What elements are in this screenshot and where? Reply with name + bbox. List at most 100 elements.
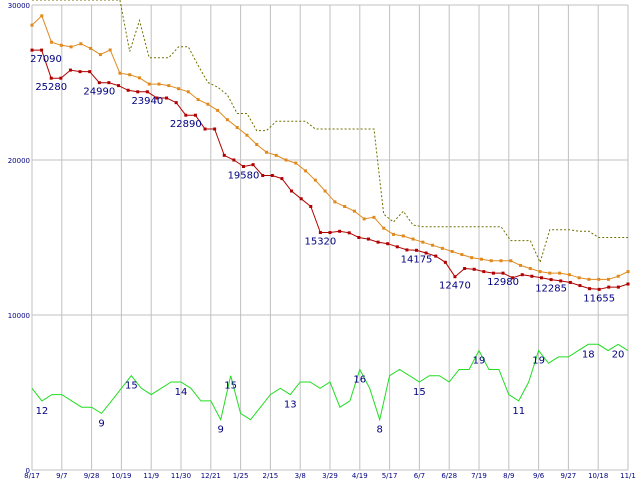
price-point — [299, 197, 303, 201]
volume-data-label: 13 — [284, 400, 297, 411]
average-point — [147, 82, 151, 86]
price-point — [241, 165, 245, 169]
average-point — [577, 276, 581, 280]
x-tick-label: 9/6 — [533, 472, 545, 480]
price-point — [434, 254, 438, 258]
price-point — [136, 90, 140, 94]
x-tick-label: 3/8 — [295, 472, 306, 480]
price-point — [174, 101, 178, 105]
price-data-label: 19580 — [228, 171, 260, 182]
price-point — [559, 279, 563, 283]
average-point — [245, 133, 249, 137]
volume-data-label: 19 — [532, 356, 545, 367]
series-lines — [30, 0, 630, 422]
price-point — [530, 274, 534, 278]
volume-data-label: 9 — [218, 425, 224, 436]
price-point — [97, 81, 101, 85]
average-point — [606, 277, 610, 281]
price-point — [49, 76, 53, 80]
price-point — [357, 236, 361, 239]
price-data-label: 14175 — [401, 254, 433, 265]
average-point — [108, 48, 112, 52]
price-point — [347, 231, 351, 235]
x-tick-label: 7/19 — [471, 472, 487, 480]
average-point — [509, 259, 513, 263]
price-point — [261, 174, 265, 177]
average-point — [479, 257, 483, 261]
average-point — [352, 209, 356, 213]
volume-data-label: 15 — [413, 387, 426, 398]
price-point — [501, 271, 505, 275]
volume-data-label: 15 — [224, 381, 237, 392]
average-point — [264, 150, 268, 154]
price-point — [482, 270, 486, 274]
x-tick-label: 6/7 — [414, 472, 425, 480]
price-point — [472, 267, 476, 271]
price-point — [568, 280, 572, 284]
x-tick-label: 10/18 — [588, 472, 608, 480]
volume-data-label: 12 — [36, 406, 49, 417]
price-point — [165, 96, 169, 100]
price-point — [366, 237, 370, 241]
y-tick-label: 30000 — [8, 2, 30, 10]
price-point — [626, 282, 630, 286]
price-point — [270, 174, 274, 177]
average-point — [333, 200, 337, 204]
x-axis-ticks: 8/17 9/7 9/28 10/19 11/9 11/30 12/21 1/25 2/15 3/… — [24, 472, 636, 480]
average-point — [304, 169, 308, 173]
price-point — [491, 271, 495, 275]
average-line — [31, 14, 629, 280]
average-point — [79, 42, 83, 46]
volume-data-label: 18 — [582, 349, 595, 360]
average-point — [450, 249, 454, 253]
price-point — [232, 158, 236, 162]
average-point — [382, 226, 386, 230]
volume-data-label: 14 — [175, 387, 188, 398]
price-point — [463, 267, 467, 270]
average-point — [118, 71, 122, 75]
x-tick-label: 3/29 — [322, 472, 338, 480]
average-point — [294, 161, 298, 165]
average-point — [440, 246, 444, 250]
average-point — [186, 90, 190, 94]
average-point — [216, 108, 220, 112]
price-data-label: 24990 — [83, 87, 115, 98]
average-point — [69, 45, 73, 49]
x-tick-label: 9/7 — [56, 472, 67, 480]
price-point — [405, 248, 409, 252]
price-point — [290, 189, 294, 193]
volume-data-label: 11 — [512, 406, 525, 417]
price-point — [395, 245, 399, 249]
x-tick-label: 2/15 — [263, 472, 279, 480]
average-point — [167, 84, 171, 88]
price-point — [117, 84, 121, 88]
average-point — [411, 237, 415, 241]
volume-data-label: 8 — [376, 425, 382, 436]
x-tick-label: 11/30 — [171, 472, 191, 480]
price-point — [376, 240, 380, 244]
price-point — [155, 96, 159, 100]
price-point — [68, 68, 72, 72]
average-point — [196, 98, 200, 102]
price-point — [145, 90, 149, 94]
x-tick-label: 9/28 — [84, 472, 100, 480]
price-point — [578, 284, 582, 288]
volume-data-label: 19 — [473, 356, 486, 367]
price-point — [386, 242, 390, 246]
average-point — [489, 259, 493, 263]
price-point — [588, 287, 592, 291]
average-point — [528, 267, 532, 270]
average-point — [431, 243, 435, 247]
price-data-label: 15320 — [304, 237, 336, 248]
price-data-label: 25280 — [35, 82, 67, 93]
price-point — [251, 163, 255, 167]
price-point — [184, 113, 188, 117]
price-point — [520, 273, 524, 277]
average-point — [128, 73, 132, 77]
price-point — [309, 205, 313, 208]
price-point — [597, 287, 601, 291]
average-point — [274, 153, 278, 157]
average-point — [206, 102, 210, 106]
average-point — [235, 125, 239, 129]
